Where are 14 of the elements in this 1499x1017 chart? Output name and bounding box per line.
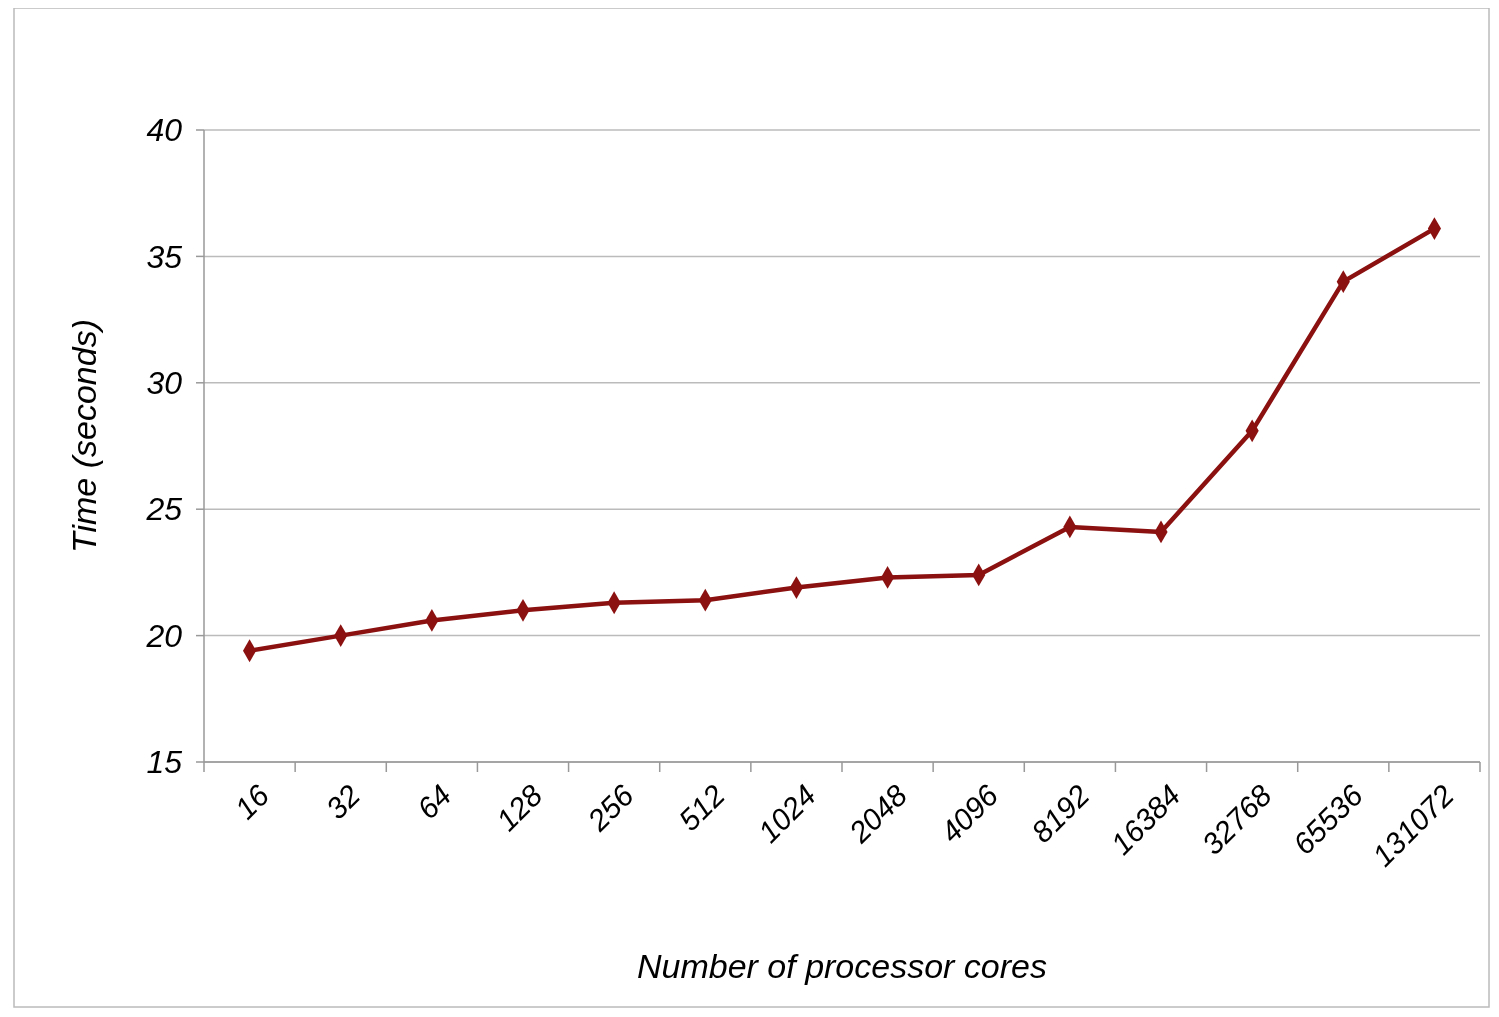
x-tick-label: 32 bbox=[319, 778, 367, 826]
y-tick-label: 35 bbox=[146, 238, 183, 275]
y-tick-label: 25 bbox=[145, 491, 183, 528]
x-axis-title: Number of processor cores bbox=[636, 947, 1048, 985]
y-tick-label: 40 bbox=[146, 112, 183, 149]
x-tick-label: 512 bbox=[672, 778, 732, 838]
x-tick-label: 256 bbox=[580, 778, 641, 838]
y-tick-label: 30 bbox=[146, 365, 183, 401]
x-tick-label: 64 bbox=[410, 778, 458, 826]
x-tick-label: 128 bbox=[489, 778, 549, 838]
y-tick-label: 20 bbox=[145, 617, 183, 654]
x-tick-label: 16 bbox=[228, 778, 276, 826]
y-tick-label: 15 bbox=[146, 744, 183, 781]
y-axis-title: Time (seconds) bbox=[65, 319, 103, 553]
